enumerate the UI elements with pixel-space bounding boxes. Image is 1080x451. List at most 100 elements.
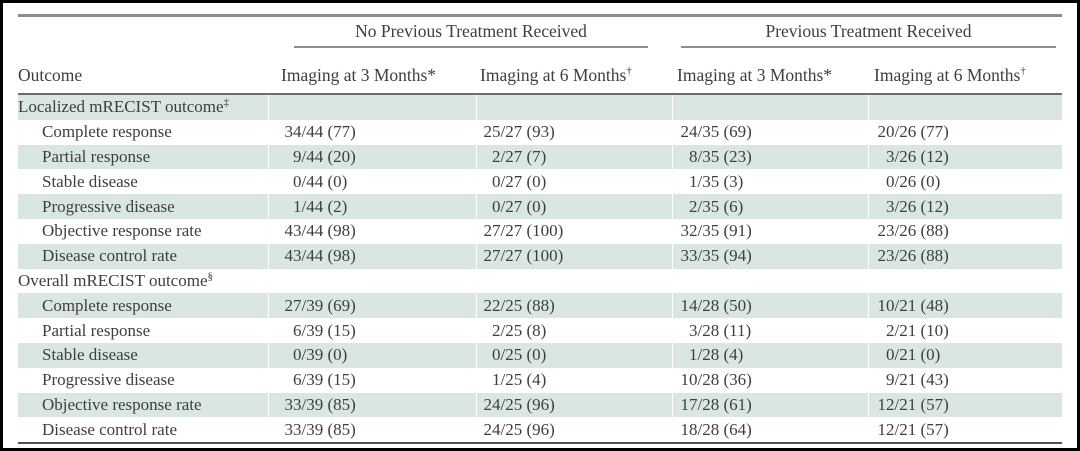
denominator-percent: /39 (85)	[301, 419, 356, 439]
denominator-percent: /25 (4)	[500, 370, 547, 390]
table-row: Progressive disease 6/39 (15) 1/25 (4) 10/2…	[18, 367, 1063, 393]
value-cell: 2/27 (7)	[475, 144, 672, 170]
outcomes-table: No Previous Treatment Received Previous …	[18, 17, 1063, 445]
value-cell: 25/27 (93)	[475, 119, 672, 145]
value-cell: 1/28 (4)	[671, 342, 868, 368]
table-sheet: No Previous Treatment Received Previous …	[18, 14, 1063, 445]
row-label: Progressive disease	[18, 194, 268, 219]
numerator: 0	[886, 345, 895, 365]
value-cell: 1/35 (3)	[671, 169, 868, 195]
table-row: Objective response rate 43/44 (98) 27/27 (…	[18, 218, 1063, 244]
denominator-percent: /44 (2)	[301, 196, 348, 216]
value-cell: 17/28 (61)	[671, 392, 868, 418]
value-cell: 0/21 (0)	[867, 342, 1063, 368]
top-rule	[18, 14, 1062, 17]
value-cell: 24/35 (69)	[671, 119, 868, 145]
value-cell: 24/25 (96)	[475, 417, 672, 445]
row-label: Partial response	[42, 320, 151, 340]
value-cell: 0/44 (0)	[267, 169, 476, 195]
table-row: Disease control rate 33/39 (85) 24/25 (96)…	[18, 417, 1063, 445]
numerator: 9	[293, 146, 302, 166]
numerator: 24	[483, 419, 501, 439]
value-cell: 6/39 (15)	[267, 318, 476, 343]
numerator: 27	[284, 295, 302, 315]
denominator-percent: /39 (69)	[301, 295, 356, 315]
denominator-percent: /35 (69)	[697, 122, 752, 142]
value-cell: 2/25 (8)	[475, 318, 672, 343]
numerator: 14	[680, 295, 698, 315]
denominator-percent: /28 (11)	[697, 320, 752, 340]
numerator: 2	[886, 320, 895, 340]
value-cell: 27/27 (100)	[475, 243, 672, 269]
denominator-percent: /27 (100)	[500, 246, 564, 266]
table-row: Objective response rate 33/39 (85) 24/25 (…	[18, 392, 1063, 418]
value-cell: 18/28 (64)	[671, 417, 868, 445]
denominator-percent: /35 (6)	[697, 196, 744, 216]
value-cell: 43/44 (98)	[267, 243, 476, 269]
row-label: Disease control rate	[18, 417, 268, 445]
value-cell: 10/21 (48)	[867, 293, 1063, 319]
empty-cell	[267, 268, 476, 294]
value-cell: 2/21 (10)	[867, 318, 1063, 343]
section-label: Localized mRECIST outcome‡	[18, 94, 268, 120]
value-cell: 12/21 (57)	[867, 392, 1063, 418]
value-cell: 0/25 (0)	[475, 342, 672, 368]
numerator: 10	[680, 370, 698, 390]
numerator: 6	[293, 320, 302, 340]
numerator: 20	[877, 122, 895, 142]
numerator: 3	[886, 146, 895, 166]
column-header-3mo-prior: Imaging at 3 Months*	[672, 48, 868, 95]
value-cell: 0/26 (0)	[867, 169, 1063, 195]
value-cell: 20/26 (77)	[867, 119, 1063, 145]
numerator: 0	[293, 345, 302, 365]
empty-cell	[671, 94, 868, 120]
numerator: 23	[877, 221, 895, 241]
numerator: 1	[689, 171, 698, 191]
denominator-percent: /21 (10)	[894, 320, 949, 340]
denominator-percent: /27 (93)	[500, 122, 555, 142]
numerator: 23	[877, 246, 895, 266]
value-cell: 12/21 (57)	[867, 417, 1063, 445]
value-cell: 0/27 (0)	[475, 169, 672, 195]
denominator-percent: /25 (8)	[500, 320, 547, 340]
numerator: 0	[492, 196, 501, 216]
numerator: 0	[492, 171, 501, 191]
denominator-percent: /26 (88)	[894, 221, 949, 241]
numerator: 6	[293, 370, 302, 390]
denominator-percent: /25 (0)	[500, 345, 547, 365]
column-group-header: No Previous Treatment Received	[294, 21, 648, 48]
denominator-percent: /26 (77)	[894, 122, 949, 142]
table-row: Partial response 9/44 (20) 2/27 (7) 8/35 (2…	[18, 144, 1063, 170]
numerator: 43	[284, 246, 302, 266]
value-cell: 23/26 (88)	[867, 218, 1063, 244]
table-row: Stable disease 0/44 (0) 0/27 (0) 1/35 (3) 0/…	[18, 169, 1063, 195]
value-cell: 3/28 (11)	[671, 318, 868, 343]
numerator: 34	[284, 122, 302, 142]
empty-cell	[867, 268, 1063, 294]
column-header-3mo-naive: Imaging at 3 Months*	[268, 48, 476, 95]
denominator-percent: /39 (0)	[301, 345, 348, 365]
column-group-header: Previous Treatment Received	[681, 21, 1057, 48]
numerator: 17	[680, 394, 698, 414]
value-cell: 14/28 (50)	[671, 293, 868, 319]
row-label: Disease control rate	[18, 243, 268, 269]
denominator-percent: /21 (48)	[894, 295, 949, 315]
column-group-row: No Previous Treatment Received Previous …	[18, 17, 1062, 48]
numerator: 22	[483, 295, 501, 315]
numerator: 9	[886, 370, 895, 390]
value-cell: 23/26 (88)	[867, 243, 1063, 269]
denominator-percent: /27 (100)	[500, 221, 564, 241]
value-cell: 2/35 (6)	[671, 194, 868, 219]
denominator-percent: /21 (57)	[894, 419, 949, 439]
row-label: Complete response	[18, 293, 268, 319]
numerator: 10	[877, 295, 895, 315]
row-label: Stable disease	[42, 171, 138, 191]
numerator: 12	[877, 419, 895, 439]
value-cell: 0/39 (0)	[267, 342, 476, 368]
value-cell: 27/39 (69)	[267, 293, 476, 319]
numerator: 24	[483, 394, 501, 414]
value-cell: 33/39 (85)	[267, 392, 476, 418]
denominator-percent: /35 (91)	[697, 221, 752, 241]
numerator: 1	[492, 370, 501, 390]
